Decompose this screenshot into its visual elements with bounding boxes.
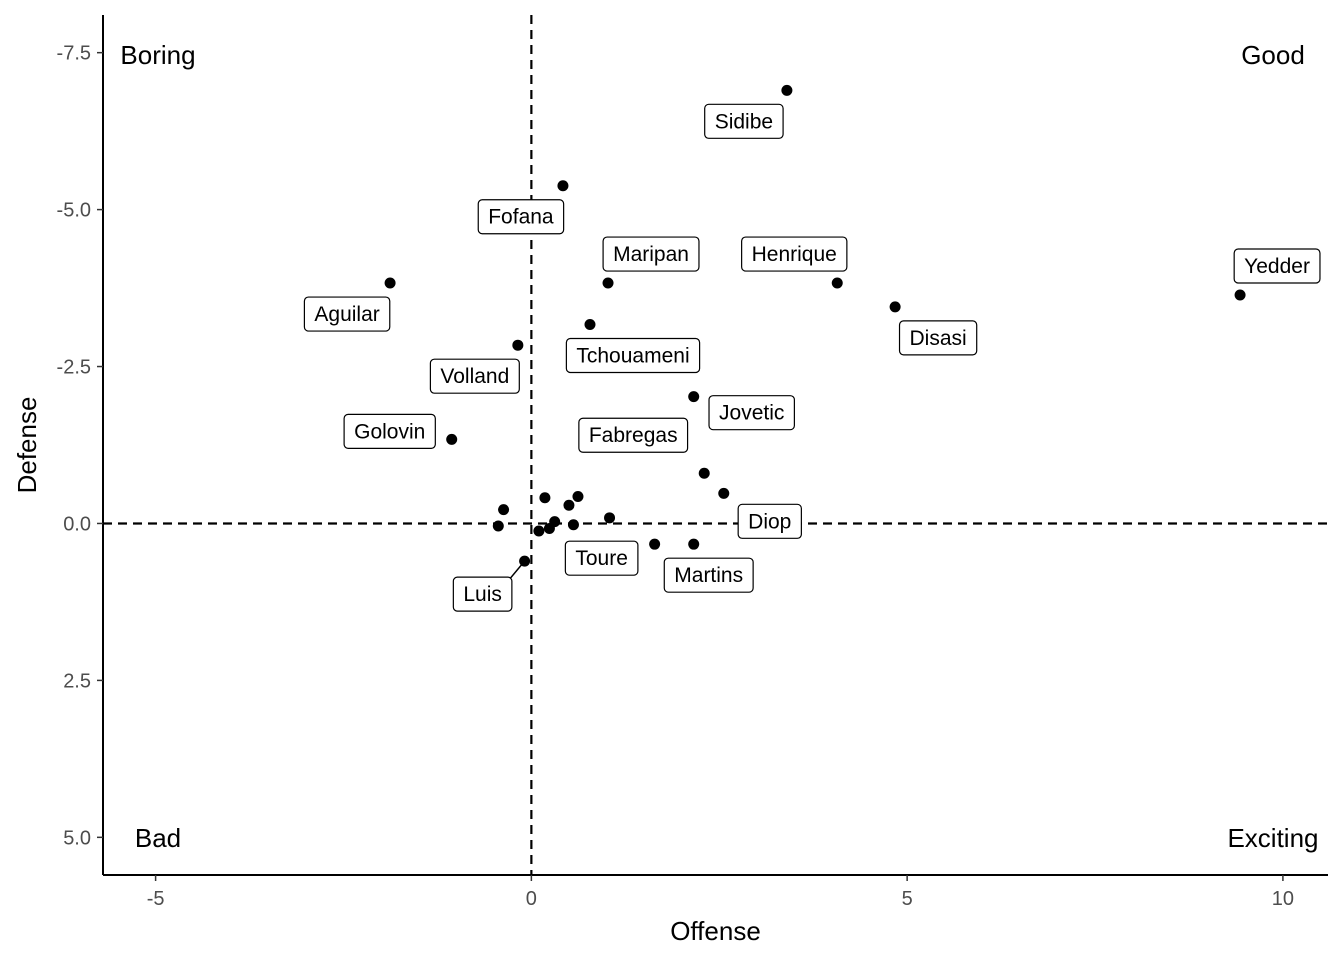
label-martins: Martins	[663, 557, 754, 593]
label-tchouameni: Tchouameni	[565, 337, 701, 374]
point-henrique	[831, 277, 843, 289]
point-toure	[649, 538, 661, 550]
label-disasi: Disasi	[898, 320, 978, 356]
label-text: Luis	[463, 583, 502, 606]
label-text: Henrique	[752, 243, 837, 266]
y-tick-label: -2.5	[57, 357, 91, 379]
x-axis-title: Offense	[670, 916, 761, 946]
label-text: Tchouameni	[576, 344, 689, 367]
point-jovetic	[688, 391, 700, 403]
label-text: Aguilar	[314, 303, 379, 326]
axes	[102, 15, 1328, 876]
label-box	[704, 103, 784, 139]
y-axis-title: Defense	[12, 397, 42, 494]
point-martins	[688, 538, 700, 550]
label-box	[564, 540, 639, 576]
data-point	[533, 525, 545, 537]
label-sidibe: Sidibe	[704, 103, 784, 139]
x-tick-label: -5	[147, 888, 165, 910]
point-disasi	[889, 301, 901, 313]
label-box	[565, 337, 701, 374]
label-box	[737, 503, 802, 539]
label-maripan: Maripan	[602, 236, 700, 272]
point-tchouameni	[584, 318, 596, 330]
label-box	[708, 395, 795, 431]
label-text: Maripan	[613, 243, 689, 266]
x-axis-ticks: -5 0 5 10	[147, 875, 1294, 910]
quadrant-label-good: Good	[1241, 40, 1305, 70]
label-fofana: Fofana	[477, 199, 565, 235]
point-sidibe	[781, 84, 793, 96]
label-box	[1233, 248, 1321, 284]
label-text: Diop	[748, 510, 791, 533]
data-point	[539, 492, 551, 504]
label-text: Fofana	[488, 206, 554, 229]
x-tick-label: 10	[1272, 888, 1294, 910]
label-henrique: Henrique	[741, 236, 848, 272]
label-text: Golovin	[354, 420, 425, 443]
label-box	[429, 358, 520, 394]
label-text: Disasi	[910, 327, 967, 350]
data-point	[567, 519, 579, 531]
point-maripan	[602, 277, 614, 289]
label-diop: Diop	[737, 503, 802, 539]
y-tick-label: -5.0	[57, 200, 91, 222]
data-point	[543, 522, 555, 534]
y-tick-label: 2.5	[63, 670, 91, 692]
point-aguilar	[384, 277, 396, 289]
label-golovin: Golovin	[343, 413, 436, 449]
y-tick-label: 0.0	[63, 513, 91, 535]
label-text: Sidibe	[715, 110, 773, 133]
label-toure: Toure	[564, 540, 639, 576]
label-aguilar: Aguilar	[303, 296, 391, 332]
label-text: Martins	[674, 564, 743, 587]
label-box	[741, 236, 848, 272]
reference-lines	[103, 15, 1328, 875]
label-box	[477, 199, 565, 235]
y-tick-label: -7.5	[57, 43, 91, 65]
x-tick-label: 0	[526, 888, 537, 910]
point-yedder	[1234, 289, 1246, 301]
x-tick-label: 5	[902, 888, 913, 910]
y-tick-label: 5.0	[63, 827, 91, 849]
point-fabregas	[698, 467, 710, 479]
quadrant-label-exciting: Exciting	[1227, 823, 1318, 853]
label-box	[898, 320, 978, 356]
label-box	[303, 296, 391, 332]
data-point	[498, 504, 510, 516]
quadrant-label-bad: Bad	[135, 823, 181, 853]
point-labels: Sidibe Fofana Yedder Aguilar Maripan Henrique…	[303, 103, 1321, 612]
label-text: Yedder	[1244, 255, 1310, 278]
label-box	[663, 557, 754, 593]
label-text: Jovetic	[719, 402, 784, 425]
data-point	[604, 512, 616, 524]
point-luis	[519, 555, 531, 567]
point-golovin	[446, 433, 458, 445]
point-volland	[512, 339, 524, 351]
label-volland: Volland	[429, 358, 520, 394]
label-box	[452, 576, 513, 612]
label-jovetic: Jovetic	[708, 395, 795, 431]
label-text: Fabregas	[589, 424, 678, 447]
data-point	[572, 490, 584, 502]
y-axis-ticks: -7.5 -5.0 -2.5 0.0 2.5 5.0	[57, 43, 103, 849]
label-luis: Luis	[452, 576, 513, 612]
point-diop	[718, 487, 730, 499]
label-box	[602, 236, 700, 272]
point-fofana	[557, 180, 569, 192]
label-text: Volland	[440, 365, 509, 388]
label-box	[343, 413, 436, 449]
data-point	[563, 499, 575, 511]
data-points	[384, 84, 1246, 567]
quadrant-label-boring: Boring	[120, 40, 195, 70]
data-point	[492, 520, 504, 532]
label-box	[578, 417, 689, 453]
label-yedder: Yedder	[1233, 248, 1321, 284]
label-fabregas: Fabregas	[578, 417, 689, 453]
label-text: Toure	[575, 547, 628, 570]
